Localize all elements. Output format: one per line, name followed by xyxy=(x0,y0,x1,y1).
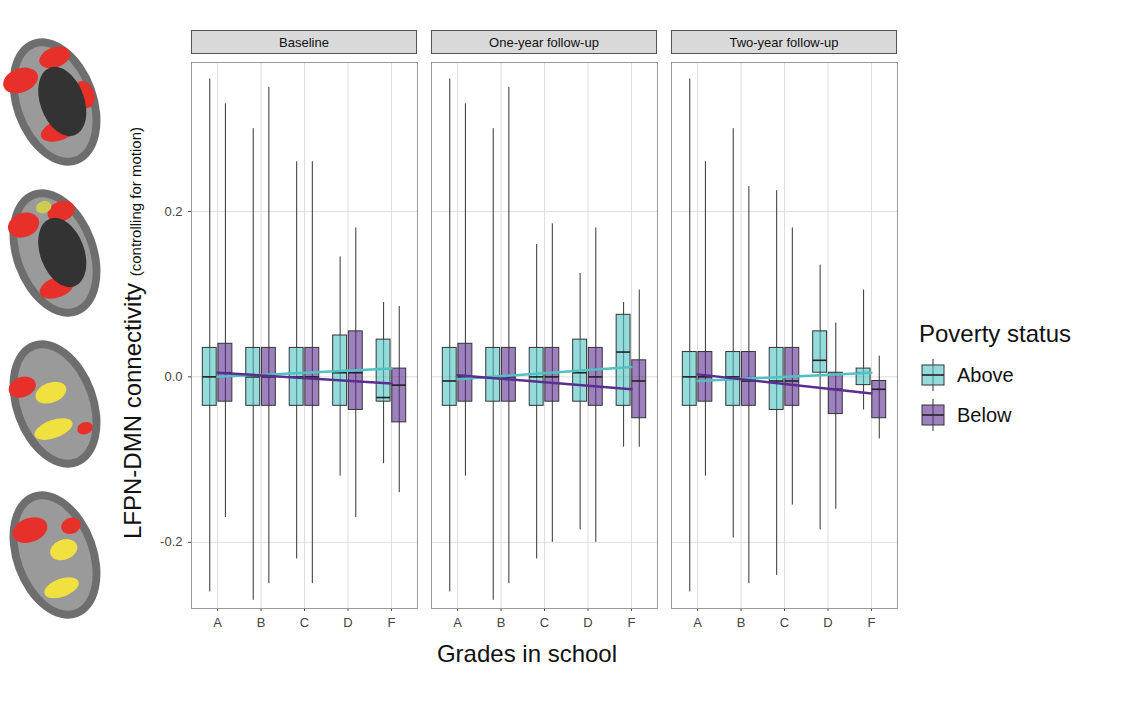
svg-text:0.0: 0.0 xyxy=(164,369,182,384)
html-text:Baseline: Baseline xyxy=(279,35,329,50)
svg-text:A: A xyxy=(453,615,462,630)
svg-text:A: A xyxy=(693,615,702,630)
svg-text:B: B xyxy=(737,615,746,630)
svg-text:C: C xyxy=(780,615,789,630)
html-text:Grades in school: Grades in school xyxy=(437,640,617,667)
svg-text:F: F xyxy=(387,615,395,630)
html-text:Below: Below xyxy=(957,403,1012,426)
svg-text:0.2: 0.2 xyxy=(164,204,182,219)
svg-text:D: D xyxy=(823,615,832,630)
svg-text:B: B xyxy=(497,615,506,630)
svg-text:C: C xyxy=(300,615,309,630)
html-text:LFPN-DMN connectivity: LFPN-DMN connectivity xyxy=(119,276,146,539)
html-text:One-year follow-up: One-year follow-up xyxy=(489,35,599,50)
svg-text:F: F xyxy=(627,615,635,630)
svg-text:-0.2: -0.2 xyxy=(160,534,182,549)
svg-text:B: B xyxy=(257,615,266,630)
svg-text:D: D xyxy=(583,615,592,630)
svg-text:C: C xyxy=(540,615,549,630)
html-text:Two-year follow-up: Two-year follow-up xyxy=(729,35,839,50)
svg-text:A: A xyxy=(213,615,222,630)
html-text:Above: Above xyxy=(957,363,1014,386)
svg-text:F: F xyxy=(867,615,875,630)
html-text:(controlling for motion): (controlling for motion) xyxy=(127,127,144,277)
html-text:Poverty status: Poverty status xyxy=(919,320,1072,347)
svg-text:D: D xyxy=(343,615,352,630)
